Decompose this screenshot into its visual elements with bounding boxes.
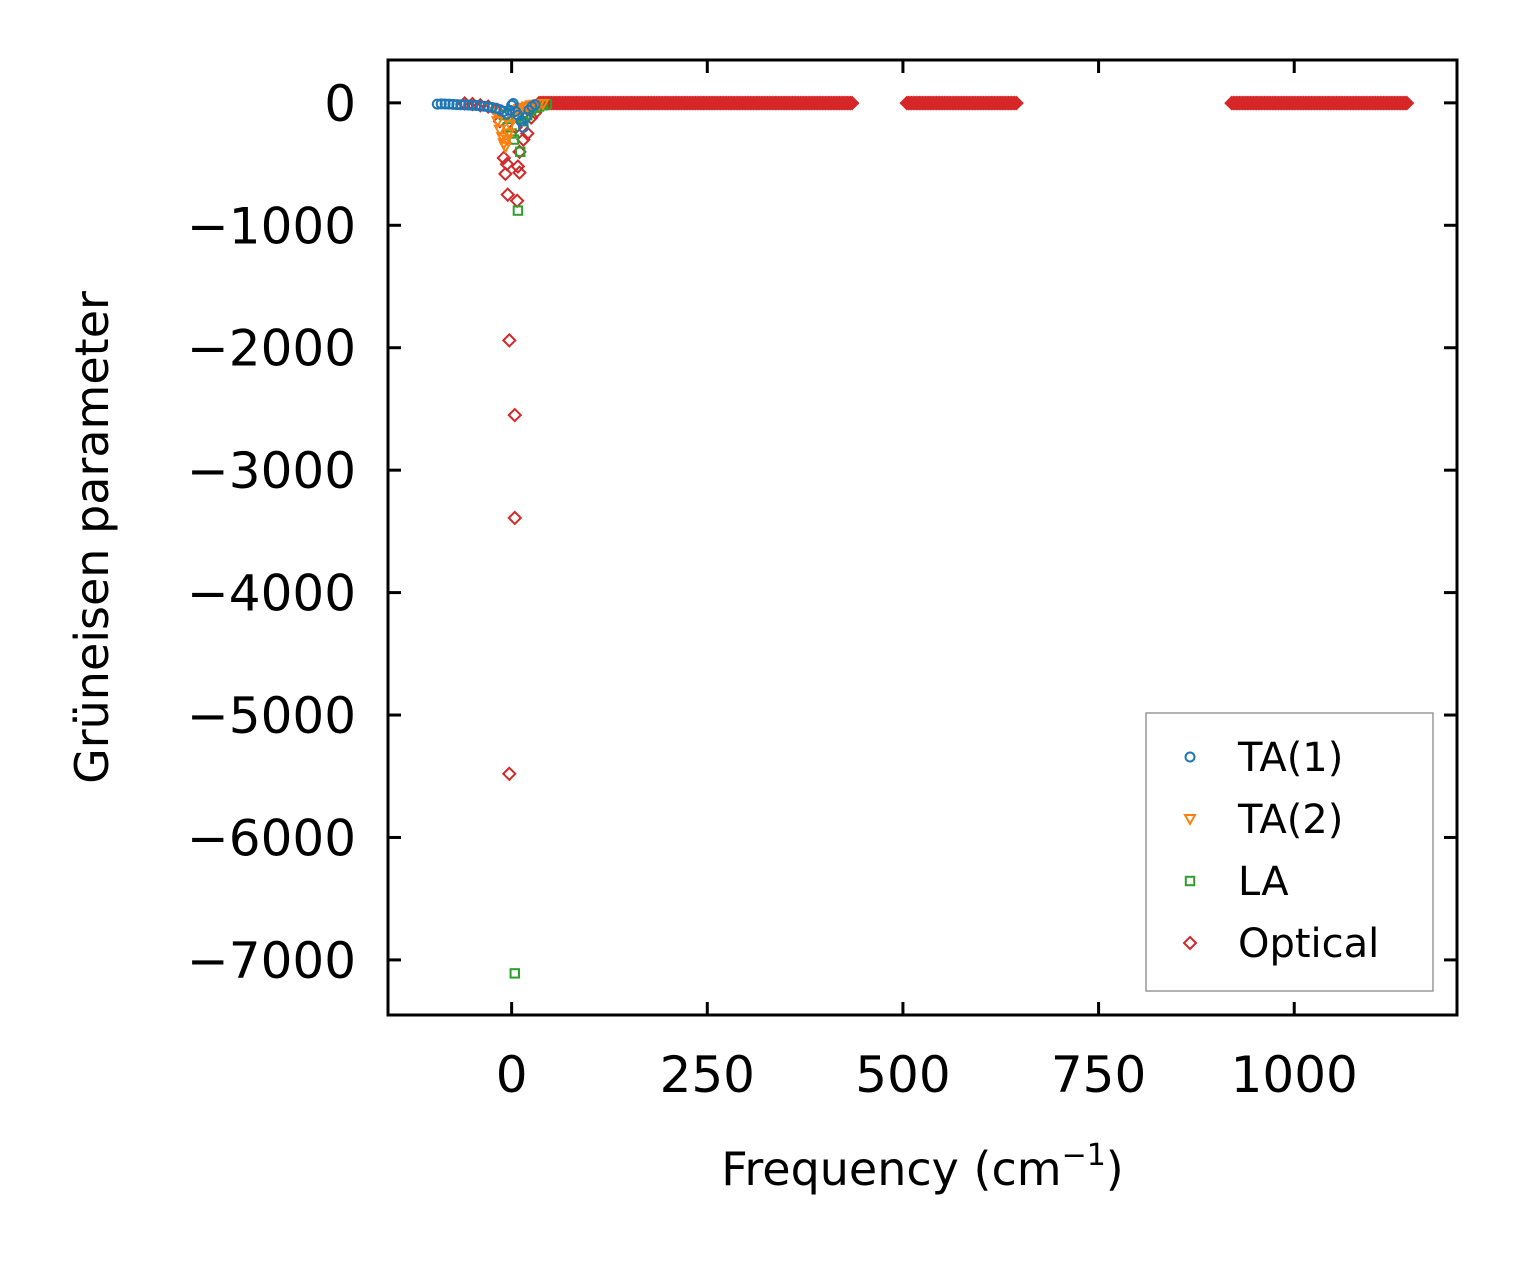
data-point xyxy=(509,968,520,979)
data-point xyxy=(459,99,471,111)
data-point xyxy=(474,100,486,112)
x-tick-label: 500 xyxy=(855,1046,950,1104)
data-point xyxy=(496,150,512,166)
data-point xyxy=(478,100,490,112)
optical-point xyxy=(841,95,857,111)
y-tick-label: −2000 xyxy=(187,320,356,378)
data-point xyxy=(490,116,505,129)
data-point xyxy=(517,121,529,133)
data-point xyxy=(439,98,451,110)
y-tick-label: −1000 xyxy=(187,197,356,255)
plot-marks xyxy=(431,95,1415,979)
legend-label: LA xyxy=(1238,859,1289,905)
x-tick-label: 1000 xyxy=(1231,1046,1358,1104)
data-point xyxy=(501,766,517,782)
y-tick-label: 0 xyxy=(324,75,356,133)
legend-marker xyxy=(1183,814,1197,827)
data-point xyxy=(510,159,526,174)
optical-point xyxy=(1396,95,1412,111)
data-point xyxy=(451,99,463,111)
optical-point xyxy=(1005,95,1021,111)
x-axis-label-main: Frequency (cm xyxy=(721,1142,1061,1196)
optical-point xyxy=(1004,95,1020,111)
x-tick-label: 750 xyxy=(1051,1046,1146,1104)
y-axis-label: Grüneisen parameter xyxy=(65,291,119,784)
x-axis-label: Frequency (cm−1) xyxy=(721,1138,1124,1196)
data-point xyxy=(470,100,482,112)
legend-marker xyxy=(1182,935,1198,951)
data-point xyxy=(463,99,475,111)
data-point xyxy=(447,98,459,110)
data-point xyxy=(512,165,527,181)
x-axis-label-superscript: −1 xyxy=(1062,1138,1106,1173)
optical-point xyxy=(1393,95,1409,111)
x-tick-label: 250 xyxy=(660,1046,755,1104)
data-point xyxy=(497,166,513,182)
data-point xyxy=(512,205,524,216)
data-point xyxy=(493,124,507,137)
data-point xyxy=(501,332,517,348)
data-point xyxy=(455,99,467,111)
optical-point xyxy=(1007,95,1023,111)
optical-point xyxy=(843,95,858,111)
legend-label: Optical xyxy=(1238,921,1379,967)
optical-point xyxy=(844,95,860,111)
legend-label: TA(2) xyxy=(1237,797,1343,843)
optical-point xyxy=(1399,95,1415,111)
y-tick-label: −7000 xyxy=(187,932,356,990)
legend: TA(1) TA(2) LA Optical xyxy=(1145,712,1434,992)
x-tick-label: 0 xyxy=(496,1046,528,1104)
legend-label: TA(1) xyxy=(1237,735,1343,781)
y-tick-label: −3000 xyxy=(187,442,356,500)
data-point xyxy=(515,132,531,147)
axis-ticks: 0 250 500 750 1000 0 −1000 −2000 −3000 −4000 −5000… xyxy=(187,60,1457,1104)
legend-marker xyxy=(1184,751,1196,763)
optical-point xyxy=(839,95,855,111)
optical-point xyxy=(838,95,854,111)
optical-point xyxy=(1397,95,1413,111)
y-tick-label: −5000 xyxy=(187,687,356,745)
data-point xyxy=(523,110,539,125)
legend-marker xyxy=(1184,875,1196,887)
optical-point xyxy=(1394,95,1410,111)
data-point xyxy=(515,146,526,158)
data-point xyxy=(495,132,509,145)
y-tick-label: −6000 xyxy=(187,809,356,867)
x-axis-label-end: ) xyxy=(1106,1142,1124,1196)
data-point xyxy=(431,98,443,110)
data-point xyxy=(507,510,523,526)
data-point xyxy=(529,99,541,111)
data-point xyxy=(500,187,516,203)
series-ta-1- xyxy=(431,97,541,133)
data-point xyxy=(501,128,516,141)
data-point xyxy=(507,407,523,423)
series-la xyxy=(498,98,553,979)
data-point xyxy=(467,99,479,111)
data-point xyxy=(435,98,447,110)
plot-frame xyxy=(386,58,1459,1017)
optical-point xyxy=(1002,95,1018,111)
optical-point xyxy=(1008,95,1024,111)
data-point xyxy=(443,98,455,110)
series-optical xyxy=(457,95,1415,782)
y-tick-label: −4000 xyxy=(187,565,356,623)
